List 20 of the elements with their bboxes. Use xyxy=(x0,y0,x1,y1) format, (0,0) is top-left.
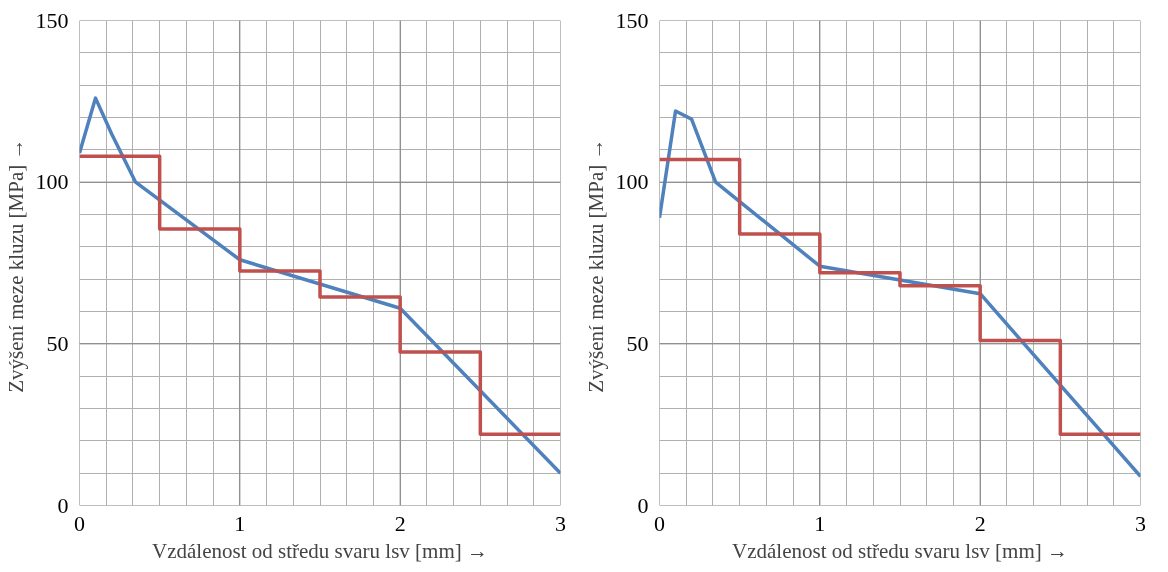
y-tick-label: 50 xyxy=(626,330,649,356)
x-tick-label: 0 xyxy=(654,510,665,536)
y-tick-label: 0 xyxy=(57,492,69,518)
y-axis-title: Zvýšení meze kluzu [MPa] → xyxy=(3,138,28,393)
y-tick-label: 0 xyxy=(637,492,649,518)
x-tick-label: 1 xyxy=(234,510,246,536)
y-tick-label: 150 xyxy=(615,7,649,33)
x-axis-title: Vzdálenost od středu svaru lsv [mm] → xyxy=(152,538,488,563)
x-tick-label: 3 xyxy=(555,510,566,536)
y-tick-label: 50 xyxy=(46,330,69,356)
y-tick-label: 100 xyxy=(35,169,69,195)
x-tick-label: 2 xyxy=(394,510,406,536)
y-tick-label: 150 xyxy=(35,7,69,33)
x-tick-label: 0 xyxy=(74,510,85,536)
x-tick-label: 2 xyxy=(974,510,986,536)
x-tick-label: 3 xyxy=(1135,510,1146,536)
x-axis-title: Vzdálenost od středu svaru lsv [mm] → xyxy=(732,538,1068,563)
y-axis-title: Zvýšení meze kluzu [MPa] → xyxy=(583,138,608,393)
x-tick-label: 1 xyxy=(814,510,826,536)
y-tick-label: 100 xyxy=(615,169,649,195)
